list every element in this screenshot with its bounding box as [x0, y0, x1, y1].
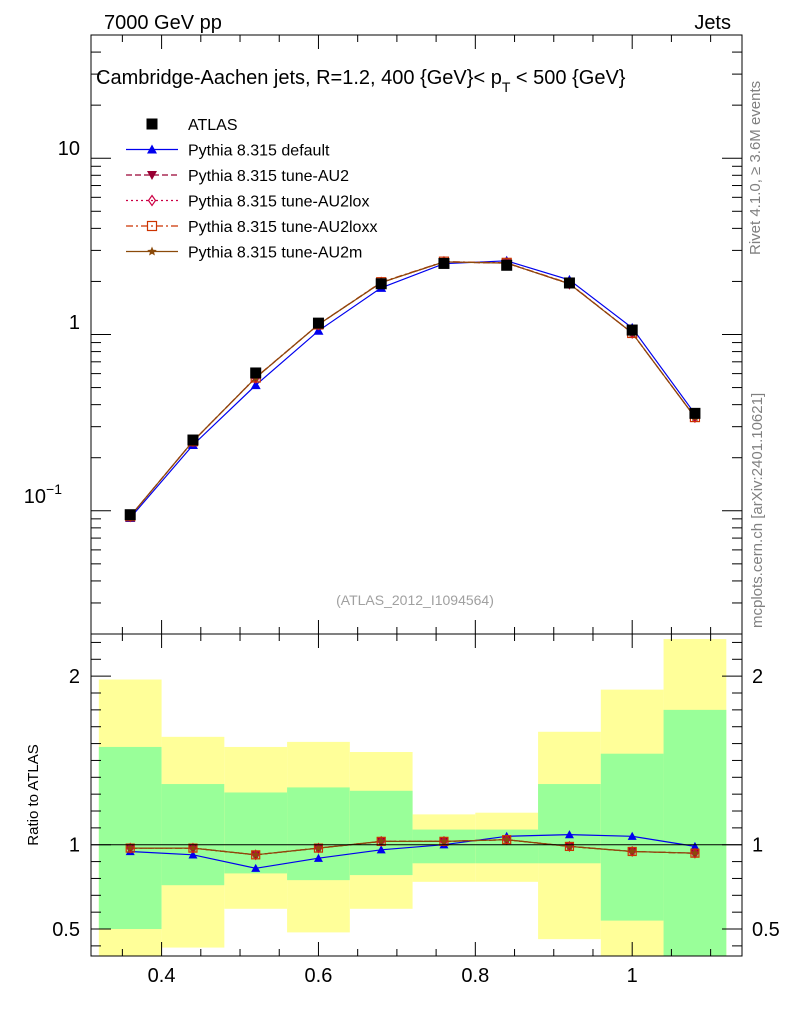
- main-point-s0-4: [375, 278, 387, 290]
- ratio-point-s4-0: [125, 843, 135, 852]
- ratio-uncertainty-bands: [98, 639, 727, 956]
- ratio-series-line-0: [130, 833, 695, 869]
- ratio-band-green-1: [161, 784, 225, 886]
- main-series-line-3: [129, 261, 696, 517]
- ratio-point-s4-8: [627, 847, 637, 856]
- main-point-s0-1: [187, 434, 199, 446]
- ratio-band-green-4: [349, 790, 413, 876]
- ratio-band-green-0: [98, 746, 162, 930]
- x-tick-label: 1: [627, 965, 638, 987]
- ratio-series-lines: [130, 833, 695, 869]
- ratio-axes: [90, 633, 743, 957]
- rivet-version-label: Rivet 4.1.0, ≥ 3.6M events: [747, 81, 764, 255]
- ratio-y-axis-label: Ratio to ATLAS: [25, 744, 42, 845]
- ratio-band-green-2: [224, 792, 288, 874]
- ratio-point-s4-3: [314, 843, 323, 852]
- ratio-point-s0-9: [690, 841, 700, 851]
- ratio-series-line-4: [130, 839, 695, 856]
- x-tick-label: 0.8: [461, 965, 489, 987]
- ratio-point-s0-2: [251, 863, 261, 872]
- ratio-y-tick-label-left: 1: [69, 835, 80, 857]
- main-series-line-5: [129, 261, 696, 517]
- x-tick-label: 0.4: [148, 965, 176, 987]
- main-point-s0-9: [689, 407, 701, 419]
- ratio-point-s4-4: [376, 836, 386, 845]
- legend-label-1: Pythia 8.315 default: [188, 143, 330, 160]
- y-tick-label-1: 1: [69, 312, 80, 334]
- main-point-s0-2: [250, 367, 262, 379]
- y-tick-label-0.1: 10−1: [24, 481, 62, 508]
- y-tick-label-0.1-base: 10: [24, 486, 46, 508]
- main-point-s0-7: [563, 277, 575, 289]
- y-tick-label-10: 10: [58, 138, 80, 160]
- main-series-lines: [129, 260, 696, 519]
- ratio-y-tick-label-left: 0.5: [52, 919, 80, 941]
- legend-marker-3: [147, 194, 157, 207]
- ratio-y-tick-label-right: 1: [752, 835, 763, 857]
- legend-label-4: Pythia 8.315 tune-AU2loxx: [188, 219, 377, 236]
- plot-title-main: Cambridge-Aachen jets, R=1.2, 400 {GeV}<…: [96, 67, 502, 89]
- ratio-frame: [90, 633, 743, 957]
- ratio-point-s0-3: [313, 853, 323, 862]
- ratio-point-s0-1: [188, 850, 198, 859]
- x-tick-labels: 0.4 0.6 0.8 1: [148, 965, 638, 987]
- legend-marker-4: [146, 220, 158, 232]
- legend-marker-5: [147, 246, 157, 256]
- legend-label-0: ATLAS: [188, 117, 238, 134]
- header-energy-label: 7000 GeV pp: [104, 12, 222, 34]
- legend: ATLAS Pythia 8.315 default Pythia 8.315 tu…: [126, 117, 377, 262]
- analysis-id-label: (ATLAS_2012_I1094564): [336, 592, 494, 608]
- ratio-band-green-9: [663, 709, 727, 956]
- mcplots-reference-label: mcplots.cern.ch [arXiv:2401.10621]: [749, 393, 766, 628]
- main-point-s0-3: [312, 317, 324, 329]
- main-series-line-2: [129, 261, 696, 517]
- ratio-point-s4-6: [502, 835, 511, 844]
- ratio-band-green-3: [287, 787, 350, 881]
- ratio-point-s0-4: [376, 845, 386, 854]
- legend-marker-2: [147, 171, 157, 180]
- ratio-point-s4-2: [251, 850, 260, 859]
- main-point-s1-2: [250, 380, 261, 390]
- ratio-y-tick-label-right: 2: [752, 666, 763, 688]
- main-point-s0-5: [438, 257, 450, 269]
- ratio-point-s0-7: [564, 830, 574, 839]
- main-series-line-1: [129, 260, 696, 519]
- legend-label-2: Pythia 8.315 tune-AU2: [188, 168, 349, 185]
- legend-marker-1: [147, 144, 157, 154]
- plot-title-tail: < 500 {GeV}: [510, 67, 625, 89]
- plot-title-subscript: T: [502, 79, 511, 95]
- ratio-y-tick-label-left: 2: [69, 666, 80, 688]
- main-series-markers: [124, 255, 701, 523]
- main-point-s0-8: [626, 324, 638, 336]
- main-series-line-4: [129, 260, 696, 517]
- x-tick-label: 0.6: [305, 965, 333, 987]
- ratio-tick-labels: 0.5 0.5 1 1 2 2: [52, 666, 780, 941]
- ratio-point-s0-8: [627, 831, 637, 840]
- main-point-s0-6: [501, 259, 513, 271]
- main-point-s0-0: [124, 509, 136, 521]
- ratio-point-s4-1: [188, 843, 198, 852]
- legend-marker-0: [146, 118, 158, 130]
- y-tick-label-0.1-exponent: −1: [46, 481, 62, 497]
- ratio-point-s4-7: [565, 841, 574, 851]
- plot-title: Cambridge-Aachen jets, R=1.2, 400 {GeV}<…: [96, 67, 626, 95]
- header-process-label: Jets: [694, 12, 731, 34]
- ratio-point-s4-9: [690, 848, 700, 857]
- legend-label-3: Pythia 8.315 tune-AU2lox: [188, 194, 369, 211]
- ratio-point-s4-5: [439, 836, 449, 845]
- ratio-y-tick-label-right: 0.5: [752, 919, 780, 941]
- legend-label-5: Pythia 8.315 tune-AU2m: [188, 245, 362, 262]
